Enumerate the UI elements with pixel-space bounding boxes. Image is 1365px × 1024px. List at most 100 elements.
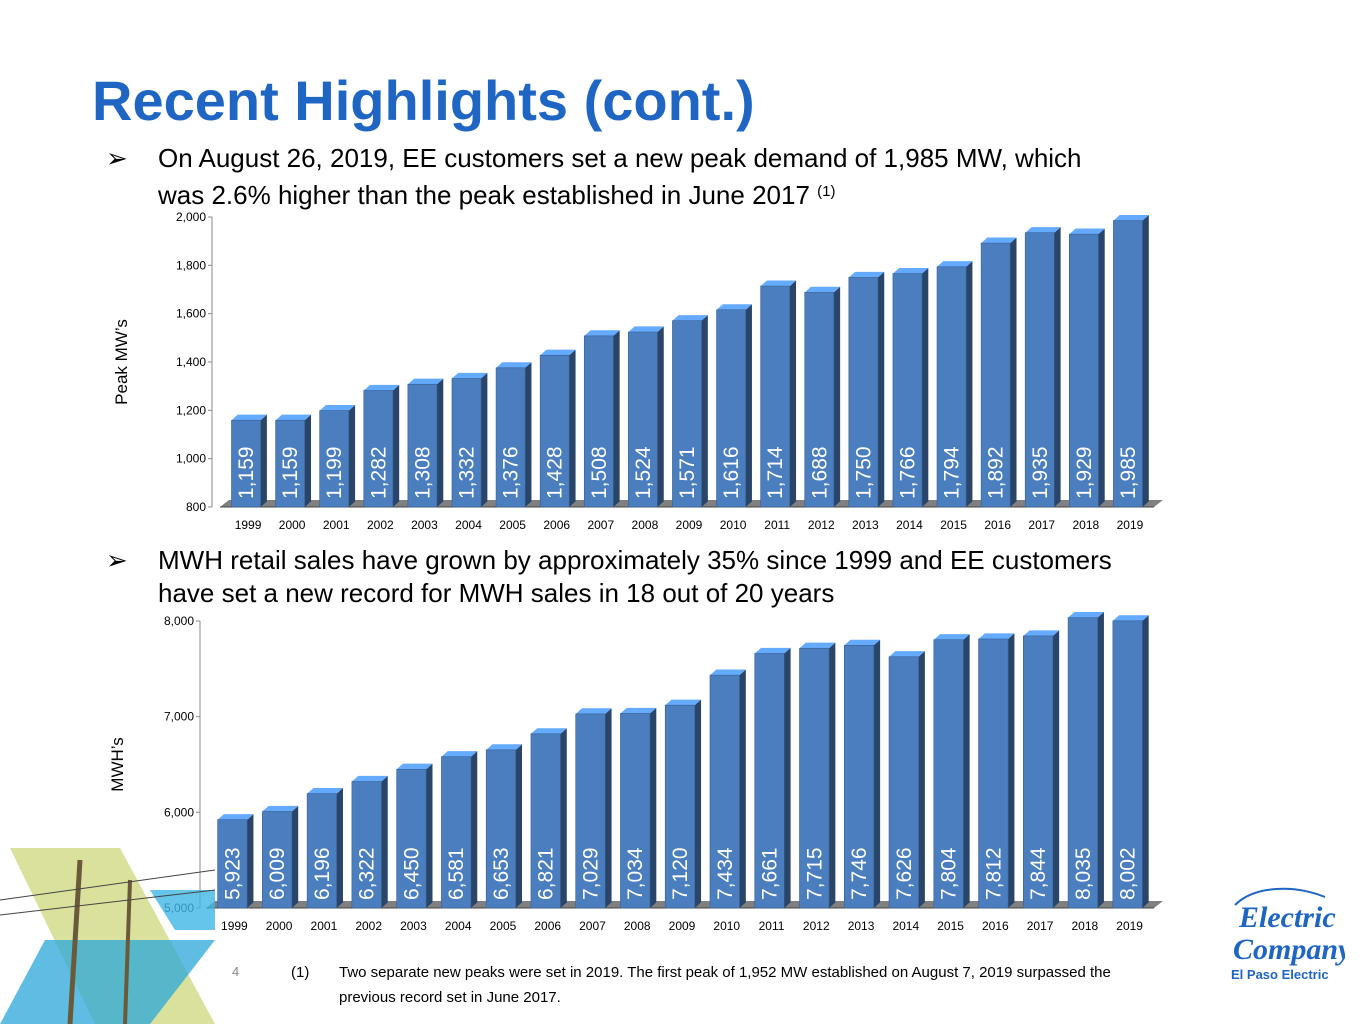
data-label: 6,450 (400, 847, 423, 900)
bar-top (530, 728, 567, 734)
bar-top (363, 384, 400, 391)
bar-side (291, 805, 299, 908)
bar-side (392, 384, 400, 507)
bar-2012 (804, 286, 841, 508)
bar-top (665, 699, 702, 706)
bar (760, 285, 791, 508)
y-tick-label: 800 (186, 500, 206, 514)
bar-side (1054, 227, 1061, 507)
data-label: 6,322 (356, 847, 379, 900)
bar-side (877, 271, 885, 507)
bar-top (804, 286, 841, 293)
x-tick-label: 2008 (624, 919, 651, 933)
bar-top (754, 647, 791, 654)
bar (275, 419, 305, 508)
y-axis-title: Peak MW’s (112, 319, 131, 405)
data-label: 6,009 (266, 847, 289, 900)
logo-brand: El Paso Electric (1231, 967, 1329, 982)
bullet-text: On August 26, 2019, EE customers set a n… (158, 142, 1082, 212)
bar (804, 292, 835, 508)
x-tick-label: 2013 (848, 919, 875, 933)
data-label: 7,120 (669, 847, 692, 900)
data-label: 7,626 (893, 847, 916, 900)
x-tick-label: 2007 (587, 518, 614, 532)
bar-top (760, 280, 797, 287)
mwh-sales-chart: 5,0006,0007,0008,000MWH’s5,92319996,0092… (108, 612, 1163, 933)
data-label: 1,750 (852, 446, 875, 499)
data-label: 7,034 (624, 847, 647, 900)
y-tick-label: 6,000 (164, 805, 194, 819)
x-tick-label: 2010 (720, 518, 747, 532)
data-label: 7,715 (803, 847, 826, 900)
bar (754, 653, 785, 909)
data-label: 1,159 (235, 446, 258, 499)
bar-side (569, 349, 576, 507)
data-label: 1,985 (1117, 446, 1140, 499)
bar (664, 704, 696, 909)
bar-top (575, 708, 612, 714)
bar-side (481, 372, 488, 507)
data-label: 1,508 (588, 446, 611, 499)
data-label: 1,929 (1073, 446, 1096, 499)
bar-side (613, 330, 620, 507)
bar-top (396, 763, 433, 770)
bar-2008 (628, 326, 664, 508)
data-label: 1,892 (985, 446, 1008, 499)
bar-side (963, 634, 970, 908)
bar-top (217, 814, 254, 820)
bar-top (407, 378, 444, 385)
bar-side (784, 647, 791, 908)
data-label: 1,935 (1029, 446, 1052, 499)
bar-2017 (1023, 630, 1060, 909)
bar-2004 (451, 372, 488, 508)
x-tick-label: 2001 (311, 919, 338, 933)
x-tick-label: 2018 (1072, 919, 1099, 933)
page-number: 4 (232, 964, 240, 979)
bar-side (966, 261, 973, 507)
bar-side (1010, 237, 1017, 507)
bar (936, 266, 967, 508)
bar-2019 (1113, 215, 1149, 508)
bar-top (1112, 615, 1149, 621)
bar-side (745, 304, 752, 507)
bar-1999 (217, 814, 254, 909)
bar-side (1008, 633, 1015, 908)
bullet-line: have set a new record for MWH sales in 1… (158, 578, 835, 608)
x-tick-label: 2012 (803, 919, 830, 933)
bar-top (848, 271, 885, 278)
bar-top (319, 404, 356, 411)
data-label: 7,434 (714, 847, 737, 900)
bar-side (650, 707, 657, 908)
bar-top (540, 349, 576, 356)
bar-side (922, 267, 929, 507)
bar-side (739, 669, 746, 908)
bar-top (844, 639, 881, 646)
bar-2007 (575, 708, 612, 909)
bar (843, 644, 875, 909)
bar-2006 (539, 349, 576, 508)
bar (217, 819, 248, 909)
x-tick-label: 2000 (266, 919, 293, 933)
x-tick-label: 1999 (235, 518, 262, 532)
bar-side (560, 728, 567, 908)
bar (709, 674, 740, 909)
bar-top (231, 414, 267, 421)
bar-top (889, 651, 925, 657)
x-tick-label: 2019 (1116, 919, 1143, 933)
bar (451, 378, 482, 508)
x-tick-label: 2003 (400, 919, 427, 933)
bar (396, 768, 427, 909)
bar-2014 (892, 267, 929, 508)
bar-2019 (1112, 615, 1149, 909)
x-tick-label: 2018 (1073, 518, 1100, 532)
bar-top (933, 634, 970, 640)
data-label: 8,002 (1117, 847, 1140, 900)
bar-2014 (888, 651, 925, 909)
bar (1069, 233, 1099, 508)
bar-top (486, 744, 523, 750)
data-label: 7,661 (759, 847, 782, 900)
bar-side (515, 744, 523, 908)
data-label: 7,029 (579, 847, 602, 900)
bar (848, 277, 879, 508)
x-tick-label: 2014 (896, 518, 923, 532)
